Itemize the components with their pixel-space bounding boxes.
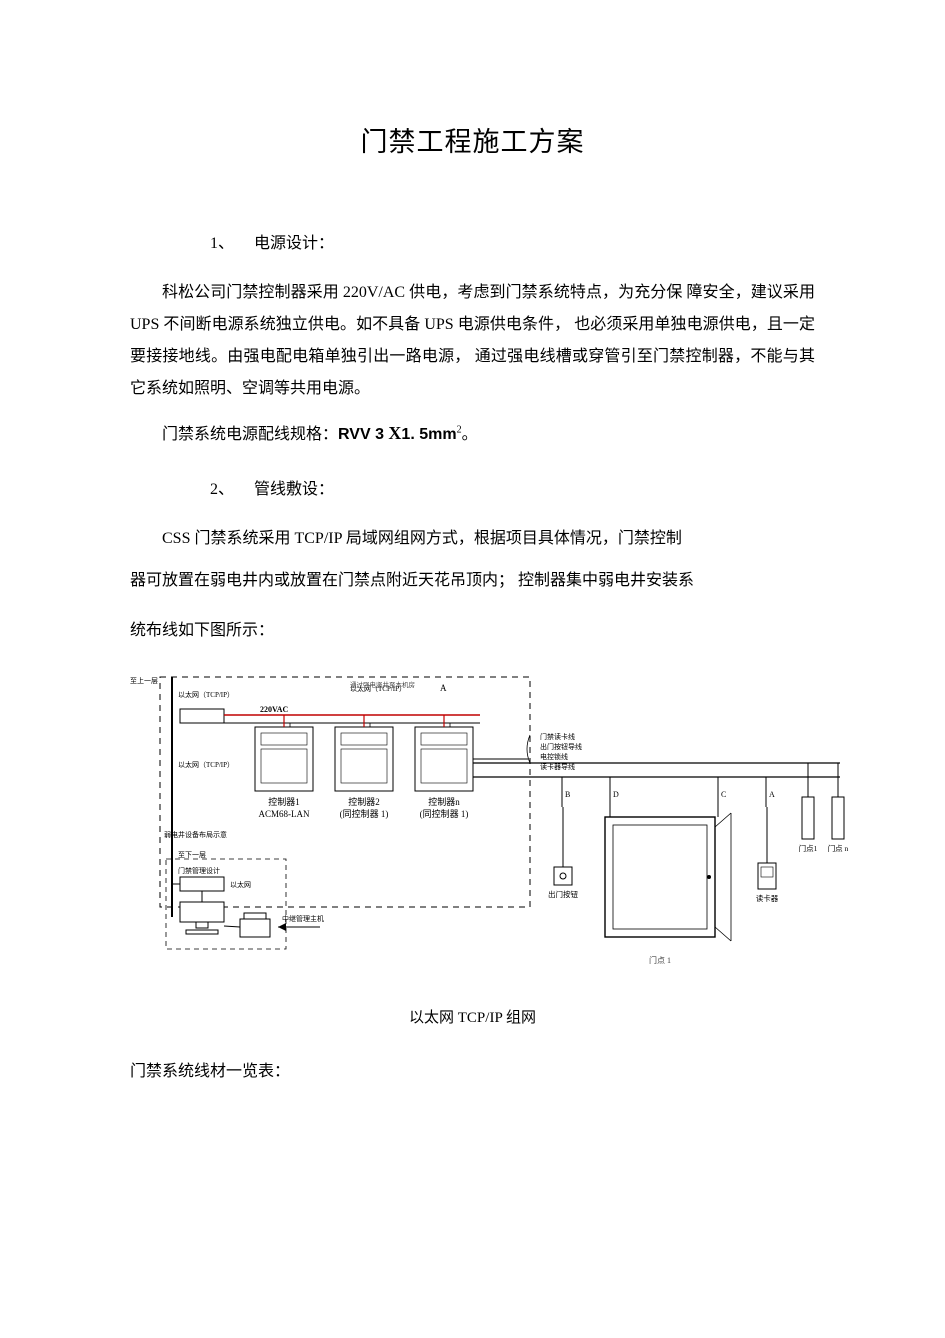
svg-text:出门按钮: 出门按钮 [548,889,578,899]
svg-text:B: B [565,790,570,799]
section-2-num: 2、 [210,475,250,499]
spec-tail: 。 [462,426,478,443]
paragraph-power: 科松公司门禁控制器采用 220V/AC 供电，考虑到门禁系统特点，为充分保 障安… [130,277,815,405]
svg-text:电控锁线: 电控锁线 [540,752,568,761]
page: 门禁工程施工方案 1、 电源设计： 科松公司门禁控制器采用 220V/AC 供电… [0,0,945,1338]
svg-text:以太网（TCP/IP）: 以太网（TCP/IP） [178,690,234,699]
svg-text:(同控制器 1): (同控制器 1) [340,808,389,819]
svg-text:C: C [721,790,726,799]
diagram-svg: 至上一层以太网（TCP/IP）以太网（TCP/IP）至下一层220VAC以太网（… [110,667,850,987]
paragraph-tcpip-2: 器可放置在弱电井内或放置在门禁点附近天花吊顶内； 控制器集中弱电井安装系 [130,565,815,597]
cable-spec: 门禁系统电源配线规格：RVV 3 X1. 5mm2。 [162,415,815,451]
svg-text:出门按钮导线: 出门按钮导线 [540,742,582,751]
spec-x: X [388,423,401,443]
svg-text:至下一层: 至下一层 [178,851,206,859]
section-2-heading: 2、 管线敷设： [210,475,815,499]
svg-text:A: A [440,683,447,693]
cable-table-intro: 门禁系统线材一览表： [130,1057,815,1081]
svg-text:以太网: 以太网 [230,880,251,889]
svg-text:门点1: 门点1 [799,844,818,853]
svg-text:门禁管理设计: 门禁管理设计 [178,866,220,875]
document-title: 门禁工程施工方案 [130,120,815,159]
svg-text:至上一层: 至上一层 [130,676,158,685]
svg-text:ACM68-LAN: ACM68-LAN [259,809,310,819]
spec-prefix: 门禁系统电源配线规格： [162,426,338,443]
svg-text:控制器2: 控制器2 [348,796,380,807]
svg-text:中继管理主机: 中继管理主机 [282,914,324,923]
svg-text:读卡器: 读卡器 [756,893,779,903]
svg-text:通过强电竖井至本机房: 通过强电竖井至本机房 [350,680,415,689]
svg-text:控制器n: 控制器n [428,796,460,807]
svg-text:A: A [769,790,775,799]
svg-text:220VAC: 220VAC [260,705,289,714]
paragraph-tcpip-1: CSS 门禁系统采用 TCP/IP 局域网组网方式，根据项目具体情况，门禁控制 [130,523,815,555]
section-1-label: 电源设计： [254,235,334,252]
diagram-caption: 以太网 TCP/IP 组网 [130,1006,815,1027]
svg-text:控制器1: 控制器1 [268,796,300,807]
section-2-label: 管线敷设： [254,481,334,498]
svg-text:门点 n: 门点 n [828,844,849,853]
svg-text:D: D [613,790,619,799]
svg-text:弱电井设备布局示意: 弱电井设备布局示意 [164,830,227,839]
svg-text:门点 1: 门点 1 [649,955,671,965]
paragraph-tcpip-3: 统布线如下图所示： [130,615,815,647]
svg-text:门禁读卡线: 门禁读卡线 [540,732,575,741]
spec-rvv: RVV 3 [338,426,388,443]
svg-text:(同控制器 1): (同控制器 1) [420,808,469,819]
spec-mm: 1. 5mm [401,426,456,443]
network-diagram: 至上一层以太网（TCP/IP）以太网（TCP/IP）至下一层220VAC以太网（… [110,667,835,992]
section-1-heading: 1、 电源设计： [210,229,815,253]
section-1-num: 1、 [210,229,250,253]
svg-text:以太网（TCP/IP）: 以太网（TCP/IP） [178,760,234,769]
